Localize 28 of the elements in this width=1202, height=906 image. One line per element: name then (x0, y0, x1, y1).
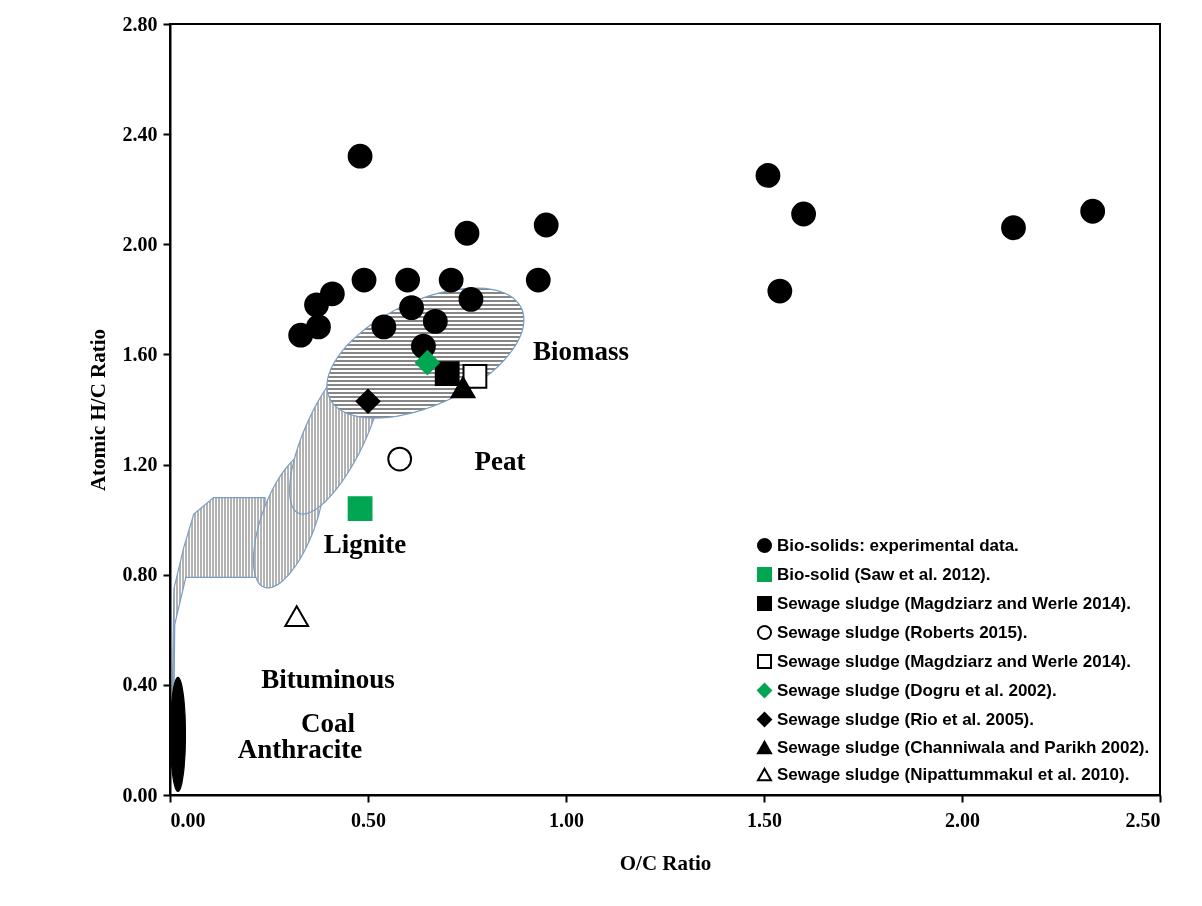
legend-label: Bio-solids: experimental data. (777, 535, 1019, 555)
y-tick-label: 2.00 (122, 232, 158, 255)
legend-label: Sewage sludge (Magdziarz and Werle 2014). (777, 593, 1131, 613)
y-tick-label: 1.60 (122, 342, 158, 365)
legend-label: Sewage sludge (Channiwala and Parikh 2002). (777, 737, 1150, 757)
x-axis-title: O/C Ratio (619, 850, 712, 875)
y-axis-title: Atomic H/C Ratio (85, 328, 110, 492)
x-tick-label: 0.50 (351, 808, 386, 831)
y-tick-label: 2.40 (122, 122, 158, 145)
x-tick-label: 1.00 (549, 808, 584, 831)
annotation: Biomass (532, 336, 630, 366)
y-tick-label: 1.20 (122, 453, 158, 476)
legend-label: Sewage sludge (Dogru et al. 2002). (777, 680, 1057, 700)
annotation: Lignite (323, 529, 407, 559)
y-tick-label: 0.80 (122, 563, 158, 586)
x-tick-label: 1.50 (747, 808, 782, 831)
legend-label: Sewage sludge (Roberts 2015). (777, 622, 1028, 642)
x-tick-label: 2.00 (945, 808, 980, 831)
annotation: Peat (474, 446, 526, 476)
x-tick-label: 2.50 (1125, 808, 1161, 831)
y-tick-label: 2.80 (122, 12, 158, 35)
legend-label: Bio-solid (Saw et al. 2012). (777, 564, 991, 584)
y-tick-label: 0.00 (122, 783, 158, 806)
legend-label: Sewage sludge (Rio et al. 2005). (777, 709, 1034, 729)
legend-label: Sewage sludge (Magdziarz and Werle 2014). (777, 651, 1131, 671)
y-tick-label: 0.40 (122, 673, 158, 696)
x-tick-label: 0.00 (170, 808, 206, 831)
legend-label: Sewage sludge (Nipattummakul et al. 2010). (777, 764, 1130, 784)
